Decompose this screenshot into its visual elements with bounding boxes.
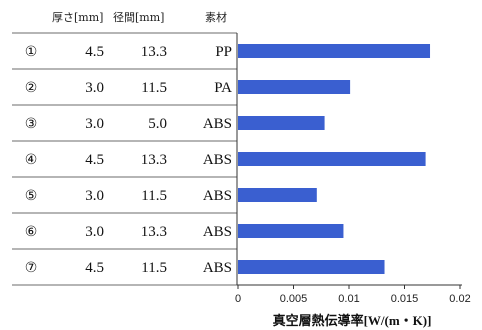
cell-material: ABS (203, 224, 232, 240)
header-span: 径間[mm] (113, 11, 164, 24)
bar (238, 116, 325, 130)
bar (238, 188, 317, 202)
cell-thickness: 4.5 (85, 260, 104, 276)
cell-thickness: 3.0 (85, 224, 104, 240)
x-tick-label: 0 (235, 293, 241, 305)
cell-span: 11.5 (141, 80, 167, 96)
cell-thickness: 4.5 (85, 44, 104, 60)
cell-thickness: 3.0 (85, 188, 104, 204)
row-label: ② (25, 80, 38, 96)
row-label: ⑥ (25, 224, 38, 240)
cell-span: 13.3 (141, 224, 167, 240)
cell-span: 5.0 (148, 116, 167, 132)
cell-material: PP (215, 44, 232, 60)
cell-material: ABS (203, 116, 232, 132)
cell-material: ABS (203, 188, 232, 204)
cell-material: ABS (203, 260, 232, 276)
row-label: ③ (25, 116, 38, 132)
cell-material: ABS (203, 152, 232, 168)
bar (238, 80, 351, 94)
x-tick-label: 0.005 (280, 293, 308, 305)
row-label: ⑤ (25, 188, 38, 204)
row-label: ① (25, 44, 38, 60)
x-tick-label: 0.01 (338, 293, 359, 305)
row-label: ④ (25, 152, 38, 168)
bar (238, 260, 385, 274)
header-thickness: 厚さ[mm] (52, 11, 103, 24)
x-tick-label: 0.015 (391, 293, 419, 305)
bar (238, 152, 426, 166)
cell-thickness: 3.0 (85, 80, 104, 96)
cell-span: 11.5 (141, 260, 167, 276)
cell-span: 11.5 (141, 188, 167, 204)
cell-span: 13.3 (141, 44, 167, 60)
cell-material: PA (214, 80, 232, 96)
x-axis-label: 真空層熱伝導率[W/(m・K)] (273, 313, 432, 328)
bar (238, 224, 344, 238)
bar (238, 44, 431, 58)
cell-thickness: 3.0 (85, 116, 104, 132)
cell-span: 13.3 (141, 152, 167, 168)
cell-thickness: 4.5 (85, 152, 104, 168)
row-label: ⑦ (25, 260, 38, 276)
header-material: 素材 (205, 10, 227, 24)
x-tick-label: 0.02 (449, 293, 470, 305)
